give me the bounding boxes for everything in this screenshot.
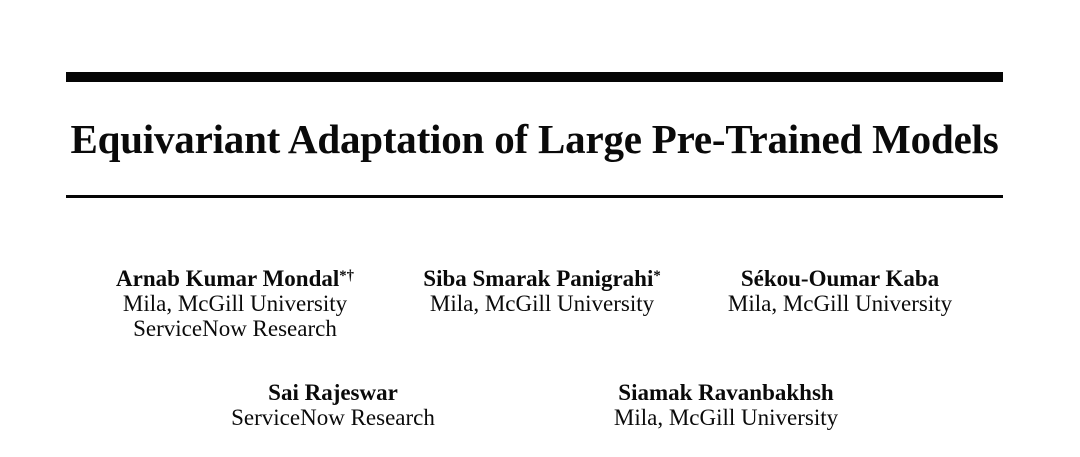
author-name: Siamak Ravanbakhsh <box>614 380 838 405</box>
author-footnote-marker: * <box>653 268 661 284</box>
top-thick-rule <box>66 72 1003 82</box>
author-affiliation: ServiceNow Research <box>231 405 435 430</box>
author-block-panigrahi: Siba Smarak Panigrahi* Mila, McGill Univ… <box>423 266 660 316</box>
author-affiliation: Mila, McGill University <box>727 291 953 316</box>
author-block-ravanbakhsh: Siamak Ravanbakhsh Mila, McGill Universi… <box>614 380 838 430</box>
author-affiliation: Mila, McGill University <box>122 291 348 316</box>
author-footnote-marker: *† <box>339 268 354 284</box>
author-affiliation: Mila, McGill University <box>429 291 655 316</box>
author-name-text: Sai Rajeswar <box>268 380 398 405</box>
author-name: Arnab Kumar Mondal*† <box>116 266 354 291</box>
title-underline-rule <box>66 195 1003 198</box>
author-name: Siba Smarak Panigrahi* <box>423 266 660 291</box>
author-name-text: Siba Smarak Panigrahi <box>423 266 654 291</box>
author-name: Sékou-Oumar Kaba <box>728 266 952 291</box>
author-block-kaba: Sékou-Oumar Kaba Mila, McGill University <box>728 266 952 316</box>
author-name: Sai Rajeswar <box>231 380 435 405</box>
author-name-text: Sékou-Oumar Kaba <box>740 266 940 291</box>
author-name-text: Arnab Kumar Mondal <box>116 266 340 291</box>
author-affiliation: ServiceNow Research <box>133 316 337 341</box>
author-block-mondal: Arnab Kumar Mondal*† Mila, McGill Univer… <box>116 266 354 341</box>
author-block-rajeswar: Sai Rajeswar ServiceNow Research <box>231 380 435 430</box>
paper-title: Equivariant Adaptation of Large Pre-Trai… <box>70 116 999 162</box>
author-name-text: Siamak Ravanbakhsh <box>618 380 834 405</box>
author-affiliation: Mila, McGill University <box>613 405 839 430</box>
